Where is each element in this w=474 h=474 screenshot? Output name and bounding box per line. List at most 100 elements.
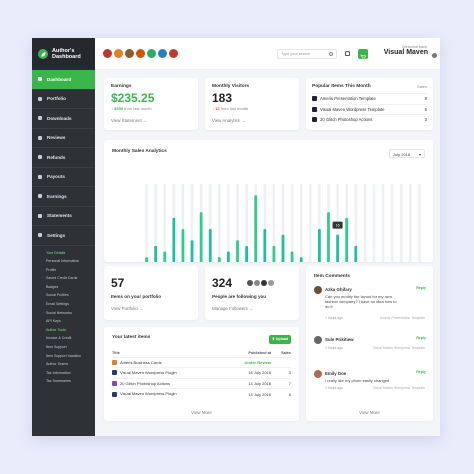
link-label: View Portfolio bbox=[111, 306, 138, 311]
popular-item-sales: 6 bbox=[424, 106, 427, 112]
chart-bar[interactable] bbox=[317, 229, 321, 262]
settings-subitem[interactable]: Badges bbox=[46, 284, 59, 289]
settings-subitem[interactable]: Saved Credit Cards bbox=[46, 276, 78, 281]
sidebar-item-reviews[interactable]: Reviews bbox=[32, 129, 95, 148]
settings-subitem[interactable]: Author Teams bbox=[46, 362, 69, 367]
comment-item-link[interactable]: Visual Maven Wordpress Template bbox=[372, 346, 425, 350]
chart-bar[interactable] bbox=[281, 234, 285, 262]
user-name[interactable]: Visual Maven bbox=[383, 49, 428, 56]
comment-item-link[interactable]: Visual Maven Wordpress Template bbox=[372, 386, 425, 390]
brand[interactable]: Author's Dashboard bbox=[32, 38, 95, 70]
chart-bar[interactable] bbox=[236, 240, 239, 262]
chart-bar[interactable] bbox=[208, 229, 212, 262]
chart-bar[interactable] bbox=[163, 251, 167, 263]
earnings-card: Earnings $235.25 ↑ $350 from last month … bbox=[104, 78, 198, 130]
chart-bar[interactable] bbox=[263, 229, 267, 262]
avatar[interactable] bbox=[314, 370, 322, 378]
view-analytics-link[interactable]: View Analytics → bbox=[212, 118, 246, 123]
reply-button[interactable]: Reply bbox=[416, 286, 426, 290]
sidebar-item-payouts[interactable]: Payouts bbox=[32, 168, 95, 187]
chart-bar[interactable] bbox=[154, 245, 158, 262]
leaf-logo-icon bbox=[38, 49, 48, 59]
author-badge-icon[interactable] bbox=[158, 49, 167, 58]
chart-bar[interactable] bbox=[345, 217, 349, 262]
view-more-button[interactable]: View More bbox=[359, 410, 380, 415]
popular-item-row[interactable]: Visual Maven Wordpress Template 6 bbox=[312, 103, 427, 115]
popular-item-row[interactable]: Ameris Presentation Template 8 bbox=[312, 93, 427, 104]
settings-subitem[interactable]: API Keys bbox=[46, 319, 61, 324]
chart-bar[interactable] bbox=[327, 212, 330, 262]
settings-subitem[interactable]: Item Support bbox=[46, 345, 67, 350]
chart-bar[interactable] bbox=[254, 195, 258, 262]
portfolio-stat-card: 57 Items on your portfolio View Portfoli… bbox=[104, 266, 198, 320]
sidebar-item-statements[interactable]: Statements bbox=[32, 207, 95, 226]
bell-icon[interactable] bbox=[345, 51, 350, 56]
followers-count: 324 bbox=[212, 276, 233, 290]
search-input[interactable]: Type your search bbox=[277, 49, 337, 59]
sidebar-item-dashboard[interactable]: Dashboard bbox=[32, 70, 95, 90]
comment-author[interactable]: Emily Doe bbox=[325, 371, 347, 376]
avatar[interactable] bbox=[432, 53, 437, 58]
cart-button[interactable] bbox=[358, 49, 368, 59]
comment-item-link[interactable]: Ameris Presentation Template bbox=[379, 316, 425, 320]
chart-bar[interactable] bbox=[272, 245, 276, 262]
chart-bar[interactable] bbox=[336, 234, 339, 262]
settings-subitem[interactable]: Author Tools bbox=[46, 327, 66, 332]
settings-subitem[interactable]: Tax Summaries bbox=[46, 379, 71, 384]
month-select[interactable]: July 2018 ▾ bbox=[389, 149, 425, 158]
settings-subitem[interactable]: Item Support Vacation bbox=[46, 353, 82, 358]
settings-subitem[interactable]: Your Details bbox=[46, 250, 66, 255]
chart-bar[interactable] bbox=[354, 245, 358, 262]
author-badge-icon[interactable] bbox=[147, 49, 156, 58]
table-row[interactable]: 20 Glitch Photoshop Actions 14 July 2018 7 bbox=[112, 377, 291, 389]
author-badge-icon[interactable] bbox=[103, 49, 112, 58]
table-row[interactable]: Visual Maven Wordpress Plugin 14 July 201… bbox=[112, 388, 291, 399]
settings-subitem[interactable]: Social Profiles bbox=[46, 293, 69, 298]
avatar[interactable] bbox=[314, 336, 322, 344]
dashboard-icon bbox=[38, 77, 42, 82]
item-thumbnail bbox=[112, 380, 117, 386]
chart-bar[interactable] bbox=[217, 257, 221, 262]
sidebar-item-earnings[interactable]: Earnings bbox=[32, 187, 95, 207]
chart-bar[interactable] bbox=[227, 251, 230, 263]
author-badge-icon[interactable] bbox=[125, 49, 134, 58]
chart-bar[interactable] bbox=[181, 229, 185, 262]
settings-subitem[interactable]: Tax Information bbox=[46, 370, 71, 375]
upload-label: Upload bbox=[275, 337, 289, 341]
chart-bar[interactable] bbox=[290, 251, 294, 263]
chart-bar[interactable] bbox=[245, 245, 249, 262]
sidebar-item-refunds[interactable]: Refunds bbox=[32, 148, 95, 168]
manage-followers-link[interactable]: Manage Followers → bbox=[212, 306, 254, 311]
avatar[interactable] bbox=[314, 286, 322, 294]
chart-bar[interactable] bbox=[199, 212, 203, 262]
view-statement-link[interactable]: View Statement → bbox=[111, 118, 147, 123]
author-badge-icon[interactable] bbox=[169, 49, 178, 58]
sidebar-item-settings[interactable]: Settings bbox=[32, 226, 95, 246]
chart-bar[interactable] bbox=[172, 217, 176, 262]
chart-bar[interactable] bbox=[145, 257, 148, 262]
settings-subitem[interactable]: Personal Information bbox=[46, 259, 80, 264]
author-badge-icon[interactable] bbox=[114, 49, 123, 58]
settings-subitem[interactable]: Social Networks bbox=[46, 310, 72, 315]
sidebar-item-downloads[interactable]: Downloads bbox=[32, 109, 95, 129]
settings-subitem[interactable]: Profile bbox=[46, 267, 57, 272]
comment-author[interactable]: Sule Prikitiew bbox=[325, 337, 354, 342]
reply-button[interactable]: Reply bbox=[416, 336, 426, 340]
table-row[interactable]: Ameris Business Cards Under Review bbox=[112, 356, 291, 368]
item-title-cell: Ameris Business Cards bbox=[112, 356, 225, 368]
arrow-right-icon: → bbox=[241, 118, 246, 123]
table-row[interactable]: Visual Maven Wordpress Plugin 18 July 201… bbox=[112, 367, 291, 378]
upload-button[interactable]: ⬆ Upload bbox=[269, 335, 291, 344]
view-more-button[interactable]: View More bbox=[191, 410, 212, 415]
view-portfolio-link[interactable]: View Portfolio → bbox=[111, 306, 143, 311]
settings-subitem[interactable]: Invoice & Credit bbox=[46, 336, 72, 341]
settings-subitem[interactable]: Email Settings bbox=[46, 302, 69, 307]
earnings-delta-value: $350 bbox=[114, 106, 124, 111]
comment-author[interactable]: Azka Ghifary bbox=[325, 287, 352, 292]
chart-bar[interactable] bbox=[299, 257, 303, 262]
reply-button[interactable]: Reply bbox=[416, 370, 426, 374]
chart-bar[interactable] bbox=[190, 240, 194, 262]
sidebar-item-portfolio[interactable]: Portfolio bbox=[32, 90, 95, 109]
author-badge-icon[interactable] bbox=[136, 49, 145, 58]
popular-item-row[interactable]: 20 Glitch Photoshop Actions 3 bbox=[312, 114, 427, 125]
